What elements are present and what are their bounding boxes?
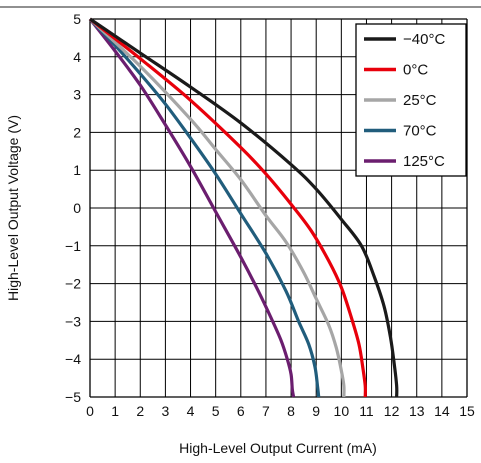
y-tick-label: −5: [65, 389, 81, 405]
y-tick-label: 1: [73, 162, 81, 178]
x-tick-label: 15: [459, 403, 475, 419]
y-tick-label: −3: [65, 313, 81, 329]
series-line: [88, 17, 346, 398]
legend: −40°C 0°C 25°C 70°C 125°C: [355, 23, 467, 177]
y-tick-label: 2: [73, 124, 81, 140]
x-tick-labels: 0 1 2 3 4 5 6 7 8 9 10 11 12 13 14 15: [86, 403, 475, 419]
legend-label: 25°C: [403, 92, 437, 109]
series-line: [88, 18, 296, 398]
series-line: [89, 17, 399, 398]
x-tick-label: 7: [262, 403, 270, 419]
y-tick-label: −2: [65, 276, 81, 292]
x-tick-label: 11: [359, 403, 374, 419]
x-tick-label: 8: [287, 403, 295, 419]
y-tick-label: 4: [73, 49, 81, 65]
legend-label: 125°C: [403, 153, 445, 170]
x-tick-label: 13: [409, 403, 425, 419]
x-tick-label: 3: [162, 403, 170, 419]
legend-label: 0°C: [403, 62, 428, 79]
y-tick-label: 0: [73, 200, 81, 216]
y-tick-labels: 5 4 3 2 1 0 −1 −2 −3 −4 −5: [65, 11, 81, 405]
x-tick-label: 5: [212, 403, 220, 419]
y-tick-label: 5: [73, 11, 81, 27]
x-tick-label: 9: [312, 403, 320, 419]
series-line: [89, 17, 367, 398]
legend-label: −40°C: [403, 31, 445, 48]
legend-label: 70°C: [403, 123, 437, 140]
series-line: [88, 17, 321, 398]
x-axis-label: High-Level Output Current (mA): [179, 440, 377, 456]
x-tick-label: 2: [136, 403, 144, 419]
series-group: [88, 17, 399, 398]
x-tick-label: 6: [237, 403, 245, 419]
y-axis-label: High-Level Output Voltage (V): [5, 115, 21, 301]
x-tick-label: 10: [334, 403, 350, 419]
y-tick-label: −4: [65, 351, 81, 367]
x-tick-label: 0: [86, 403, 94, 419]
y-tick-label: 3: [73, 87, 81, 103]
x-tick-label: 1: [111, 403, 119, 419]
x-tick-label: 4: [187, 403, 195, 419]
x-tick-label: 12: [384, 403, 400, 419]
x-tick-label: 14: [434, 403, 450, 419]
y-tick-label: −1: [65, 238, 81, 254]
